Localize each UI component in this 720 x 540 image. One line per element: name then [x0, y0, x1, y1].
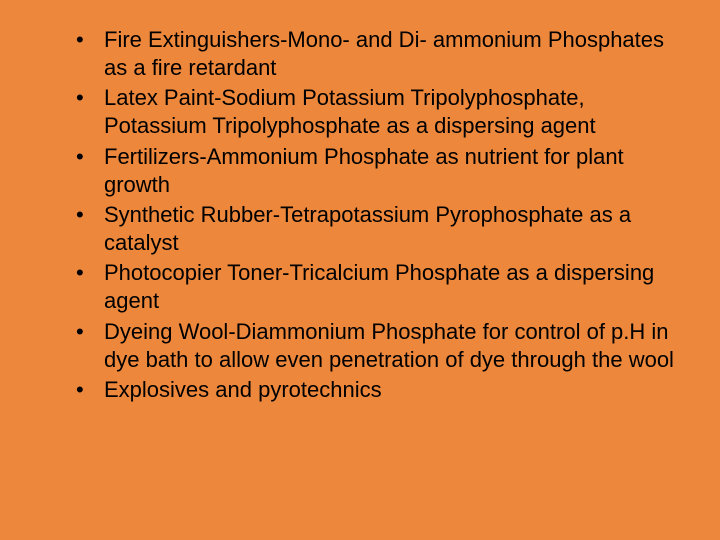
bullet-list: Fire Extinguishers-Mono- and Di- ammoniu… [40, 26, 680, 404]
list-item: Synthetic Rubber-Tetrapotassium Pyrophos… [76, 201, 680, 257]
slide-container: Fire Extinguishers-Mono- and Di- ammoniu… [40, 26, 680, 514]
list-item: Latex Paint-Sodium Potassium Tripolyphos… [76, 84, 680, 140]
list-item: Dyeing Wool-Diammonium Phosphate for con… [76, 318, 680, 374]
list-item: Photocopier Toner-Tricalcium Phosphate a… [76, 259, 680, 315]
list-item: Explosives and pyrotechnics [76, 376, 680, 404]
list-item: Fire Extinguishers-Mono- and Di- ammoniu… [76, 26, 680, 82]
list-item: Fertilizers-Ammonium Phosphate as nutrie… [76, 143, 680, 199]
